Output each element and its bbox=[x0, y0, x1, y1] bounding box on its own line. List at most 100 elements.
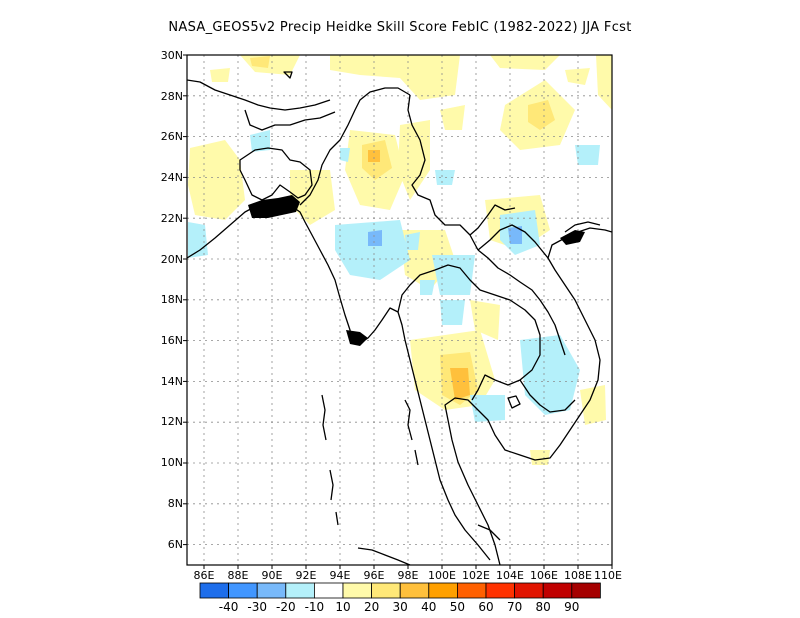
lat-label: 24N bbox=[161, 171, 183, 184]
colorbar-tick: 30 bbox=[393, 600, 408, 614]
skill-blob bbox=[520, 335, 580, 415]
border-myanmar-india bbox=[299, 87, 411, 206]
border-india-north bbox=[244, 109, 336, 131]
longitude-labels: 86E 88E 90E 92E 94E 96E 98E 100E 102E 10… bbox=[194, 569, 622, 582]
coastline-sumatra bbox=[357, 547, 411, 565]
colorbar-swatch bbox=[571, 582, 601, 599]
island-small bbox=[283, 71, 293, 79]
colorbar-tick: -30 bbox=[247, 600, 267, 614]
lon-label: 88E bbox=[228, 569, 249, 582]
skill-blob bbox=[250, 56, 270, 68]
axis-ticks bbox=[183, 54, 613, 569]
border-china-vietnam bbox=[477, 224, 549, 259]
border-cambodia bbox=[519, 379, 576, 413]
skill-blob bbox=[432, 255, 475, 295]
skill-blob bbox=[405, 232, 420, 250]
lon-label: 98E bbox=[398, 569, 419, 582]
colorbar-swatch bbox=[256, 582, 287, 599]
lat-label: 18N bbox=[161, 293, 183, 306]
irrawaddy-delta bbox=[346, 330, 368, 346]
positive-skill-regions bbox=[188, 55, 612, 465]
latitude-labels: 30N 28N 26N 24N 22N 20N 18N 16N 14N 12N … bbox=[161, 49, 183, 551]
coastline-gulf-of-thailand bbox=[444, 227, 612, 565]
lon-label: 86E bbox=[194, 569, 215, 582]
lat-label: 28N bbox=[161, 90, 183, 103]
graticule bbox=[187, 55, 612, 565]
colorbar-swatch bbox=[514, 582, 544, 599]
lat-label: 26N bbox=[161, 130, 183, 143]
skill-blob bbox=[250, 130, 270, 152]
lon-label: 94E bbox=[330, 569, 351, 582]
skill-blob bbox=[490, 55, 560, 70]
lon-label: 90E bbox=[262, 569, 283, 582]
skill-score-field bbox=[188, 55, 612, 465]
lat-label: 30N bbox=[161, 49, 183, 62]
border-laos-vietnam bbox=[477, 249, 566, 356]
skill-blob bbox=[470, 300, 500, 340]
skill-blob bbox=[330, 55, 460, 100]
skill-blob bbox=[398, 120, 430, 200]
colorbar-swatch bbox=[228, 582, 258, 599]
skill-blob bbox=[440, 300, 465, 325]
colorbar-tick: -20 bbox=[276, 600, 296, 614]
skill-blob bbox=[575, 145, 600, 165]
lon-label: 106E bbox=[530, 569, 558, 582]
skill-blob bbox=[188, 222, 208, 258]
colorbar-swatch bbox=[371, 582, 401, 599]
colorbar-swatch bbox=[428, 582, 458, 599]
border-myanmar-china bbox=[407, 94, 479, 251]
colorbar-tick: 10 bbox=[335, 600, 350, 614]
lake-tonle-sap bbox=[507, 395, 521, 409]
coastline-mergui-islands bbox=[404, 399, 419, 466]
lon-label: 110E bbox=[594, 569, 622, 582]
colorbar-tick: -10 bbox=[305, 600, 325, 614]
skill-blob bbox=[530, 450, 550, 465]
lat-label: 20N bbox=[161, 253, 183, 266]
colorbar-tick: -40 bbox=[219, 600, 239, 614]
colorbar-tick: 40 bbox=[421, 600, 436, 614]
colorbar-tick: 80 bbox=[536, 600, 551, 614]
colorbar-swatch bbox=[485, 582, 516, 599]
lon-label: 104E bbox=[496, 569, 524, 582]
colorbar-swatch bbox=[285, 582, 315, 599]
lon-label: 96E bbox=[364, 569, 385, 582]
lat-label: 10N bbox=[161, 456, 183, 469]
skill-blob bbox=[335, 220, 410, 280]
colorbar-tick: 60 bbox=[478, 600, 493, 614]
lat-label: 22N bbox=[161, 212, 183, 225]
lon-label: 100E bbox=[428, 569, 456, 582]
skill-blob bbox=[340, 148, 350, 162]
lat-label: 6N bbox=[168, 538, 183, 551]
colorbar: -40 -30 -20 -10 10 20 30 40 50 60 70 80 … bbox=[199, 582, 601, 614]
colorbar-swatch bbox=[456, 582, 487, 599]
skill-blob bbox=[368, 230, 382, 246]
skill-blob bbox=[450, 368, 470, 400]
lat-label: 12N bbox=[161, 415, 183, 428]
border-thailand bbox=[397, 264, 541, 401]
skill-blob bbox=[440, 105, 465, 130]
coastline-andaman-islands bbox=[321, 394, 339, 526]
colorbar-swatch bbox=[313, 582, 344, 599]
colorbar-swatch bbox=[199, 582, 230, 599]
lon-label: 102E bbox=[462, 569, 490, 582]
colorbar-tick: 90 bbox=[564, 600, 579, 614]
colorbar-tick: 50 bbox=[450, 600, 465, 614]
skill-blob bbox=[580, 385, 606, 425]
lat-label: 8N bbox=[168, 497, 183, 510]
lat-label: 16N bbox=[161, 334, 183, 347]
coastline-deltas bbox=[248, 195, 585, 346]
colorbar-swatches bbox=[199, 582, 601, 599]
border-china-laos bbox=[469, 204, 516, 236]
ganges-delta bbox=[248, 195, 300, 218]
lon-label: 108E bbox=[564, 569, 592, 582]
skill-blob bbox=[470, 395, 505, 422]
skill-blob bbox=[210, 68, 230, 82]
skill-blob bbox=[596, 55, 612, 110]
border-nepal-bhutan bbox=[187, 79, 331, 111]
colorbar-swatch bbox=[399, 582, 430, 599]
skill-blob bbox=[188, 140, 245, 220]
border-malaysia bbox=[477, 524, 501, 541]
skill-blob bbox=[508, 226, 522, 244]
border-bangladesh bbox=[239, 147, 313, 201]
